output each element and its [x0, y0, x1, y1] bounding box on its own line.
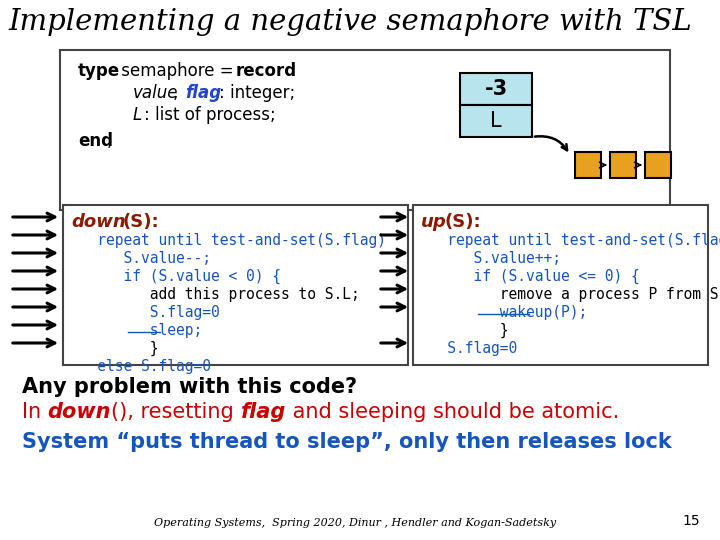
Text: semaphore =: semaphore =	[116, 62, 239, 80]
Text: if (S.value < 0) {: if (S.value < 0) {	[71, 269, 281, 284]
Bar	[63, 205, 408, 365]
Text: Operating Systems,  Spring 2020, Dinur , Hendler and Kogan-Sadetsky: Operating Systems, Spring 2020, Dinur , …	[154, 518, 556, 528]
Text: : integer;: : integer;	[219, 84, 295, 102]
Text: repeat until test-and-set(S.flag): repeat until test-and-set(S.flag)	[421, 233, 720, 248]
Bar	[610, 152, 636, 178]
Text: remove a process P from S.L;: remove a process P from S.L;	[421, 287, 720, 302]
Text: (), resetting: (), resetting	[112, 402, 240, 422]
Bar	[645, 152, 671, 178]
Bar	[460, 73, 532, 105]
Text: (S):: (S):	[123, 213, 160, 231]
Text: S.value--;: S.value--;	[71, 251, 211, 266]
Text: System “puts thread to sleep”, only then releases lock: System “puts thread to sleep”, only then…	[22, 432, 672, 452]
Text: -3: -3	[485, 79, 508, 99]
Text: if (S.value <= 0) {: if (S.value <= 0) {	[421, 269, 640, 284]
Text: 15: 15	[683, 514, 700, 528]
Text: }: }	[71, 341, 158, 356]
Text: L: L	[490, 111, 502, 131]
Text: }: }	[421, 323, 508, 338]
Text: ,: ,	[173, 84, 184, 102]
Text: record: record	[236, 62, 297, 80]
Bar	[413, 205, 708, 365]
Text: down: down	[71, 213, 126, 231]
Text: In: In	[22, 402, 48, 422]
Bar	[460, 105, 532, 137]
Text: up: up	[421, 213, 446, 231]
Text: flag: flag	[185, 84, 221, 102]
Text: else S.flag=0: else S.flag=0	[71, 359, 211, 374]
Text: and sleeping should be atomic.: and sleeping should be atomic.	[286, 402, 619, 422]
Text: type: type	[78, 62, 120, 80]
Bar	[575, 152, 601, 178]
Text: L: L	[133, 106, 143, 124]
Text: Implementing a negative semaphore with TSL: Implementing a negative semaphore with T…	[8, 8, 692, 36]
Text: add this process to S.L;: add this process to S.L;	[71, 287, 360, 302]
Text: (S):: (S):	[445, 213, 482, 231]
Text: S.flag=0: S.flag=0	[71, 305, 220, 320]
Text: down: down	[48, 402, 112, 422]
Text: wakeup(P);: wakeup(P);	[421, 305, 588, 320]
Text: S.value++;: S.value++;	[421, 251, 561, 266]
Bar	[60, 50, 670, 210]
Text: flag: flag	[240, 402, 286, 422]
Text: Any problem with this code?: Any problem with this code?	[22, 377, 357, 397]
Text: value: value	[133, 84, 179, 102]
Text: repeat until test-and-set(S.flag): repeat until test-and-set(S.flag)	[71, 233, 386, 248]
Text: ;: ;	[107, 132, 113, 150]
Text: : list of process;: : list of process;	[144, 106, 276, 124]
Text: S.flag=0: S.flag=0	[421, 341, 517, 356]
Text: end: end	[78, 132, 113, 150]
Text: sleep;: sleep;	[71, 323, 202, 338]
